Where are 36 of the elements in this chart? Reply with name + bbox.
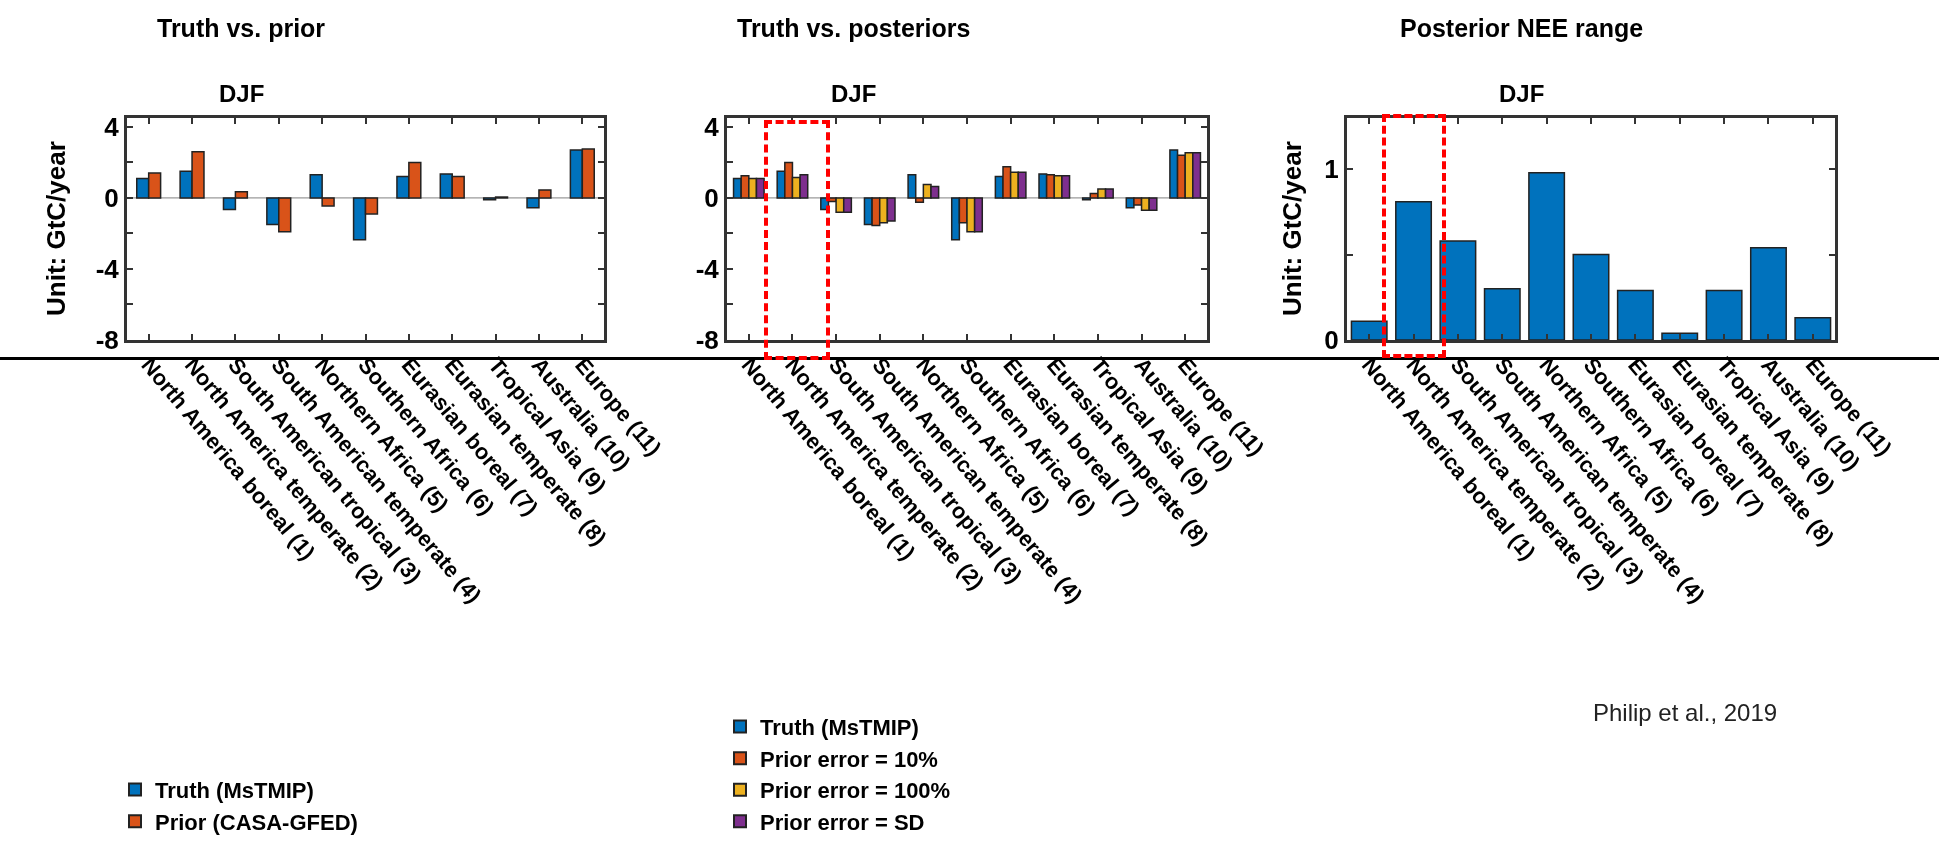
bar (1439, 240, 1477, 340)
y-tick-label: -8 (695, 325, 719, 356)
y-tick-label: 0 (104, 183, 119, 214)
y-tick-label: 4 (104, 111, 120, 142)
chart-title: Truth vs. posteriors (737, 14, 971, 42)
y-axis-title: Unit: GtC/year (41, 141, 71, 316)
legend-label: Truth (MsTMIP) (155, 778, 314, 804)
bar (1661, 332, 1699, 340)
text: Philip et al., 2019 (1593, 699, 1778, 726)
y-tick-label: -8 (95, 325, 119, 356)
legend-label: Prior error = 100% (760, 778, 951, 804)
legend-label: Prior error = 10% (760, 746, 938, 772)
y-tick-label: -4 (695, 254, 720, 285)
chart-title: Posterior NEE range (1400, 14, 1644, 42)
bar (1705, 289, 1743, 340)
bar (1616, 289, 1654, 340)
legend-label: Prior error = SD (760, 809, 925, 835)
legend-label: Truth (MsTMIP) (760, 715, 919, 741)
y-tick-label: 0 (704, 183, 719, 214)
legend-label: Prior (CASA-GFED) (155, 809, 358, 835)
y-tick-label: 0 (1324, 325, 1339, 356)
y-tick-label: 4 (704, 111, 720, 142)
y-tick-label: 1 (1324, 154, 1339, 185)
chart-subtitle: DJF (1499, 80, 1545, 107)
bar (1572, 253, 1610, 340)
bar (1749, 247, 1787, 340)
bar (1395, 200, 1433, 340)
chart-title: Truth vs. prior (157, 14, 326, 42)
y-tick-label: -4 (95, 254, 120, 285)
bar (1483, 288, 1521, 340)
bar (1528, 171, 1566, 340)
y-axis-title: Unit: GtC/year (1277, 141, 1307, 316)
bar (1350, 320, 1388, 340)
bar (1794, 317, 1832, 340)
chart-subtitle: DJF (219, 80, 265, 107)
chart-subtitle: DJF (831, 80, 877, 107)
